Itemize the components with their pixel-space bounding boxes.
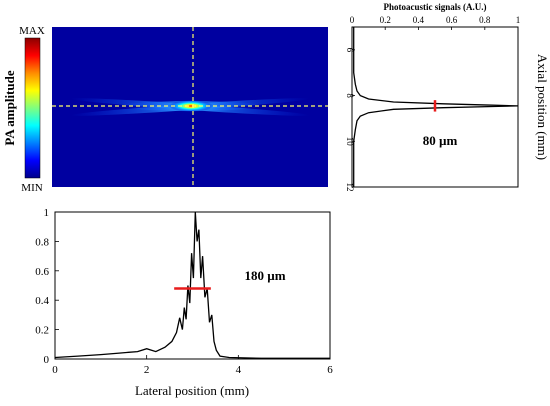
lateral-y-tick-label: 0.6 — [35, 266, 49, 278]
colorbar-max-label: MAX — [19, 25, 45, 37]
lateral-x-tick-label: 6 — [327, 364, 333, 376]
pa-image-panel — [52, 27, 328, 187]
axial-x-tick-label: 0.2 — [380, 15, 391, 25]
lateral-plot-frame — [54, 211, 331, 360]
lateral-x-tick-label: 4 — [236, 364, 242, 376]
lateral-y-tick-label: 0 — [44, 354, 50, 366]
lateral-y-tick-label: 0.4 — [35, 295, 49, 307]
lateral-x-tick-label: 0 — [52, 364, 58, 376]
axial-x-tick-label: 0.6 — [446, 15, 458, 25]
axial-y-tick-label: 6 — [345, 48, 355, 53]
axial-x-tick-label: 0.4 — [413, 15, 425, 25]
axial-y-tick-label: 12 — [345, 183, 355, 192]
colorbar-gradient — [24, 37, 41, 179]
lateral-profile-line — [54, 211, 330, 359]
colorbar: MAX MIN PA amplitude — [2, 25, 45, 194]
axial-fwhm-annotation: 80 µm — [423, 133, 458, 148]
axial-y-axis-title: Axial position (mm) — [535, 54, 550, 160]
lateral-x-tick-label: 2 — [144, 364, 150, 376]
axial-top-axis-title: Photoacustic signals (A.U.) — [384, 2, 487, 12]
colorbar-title: PA amplitude — [2, 70, 17, 145]
axial-profile-line — [353, 27, 519, 187]
lateral-y-tick-label: 0.2 — [35, 325, 49, 337]
lateral-y-tick-label: 0.8 — [35, 236, 49, 248]
lateral-y-tick-label: 1 — [44, 207, 50, 219]
focal-spot — [169, 100, 213, 112]
axial-x-tick-label: 1 — [516, 15, 521, 25]
axial-x-tick-label: 0 — [350, 15, 355, 25]
axial-x-tick-label: 0.8 — [479, 15, 491, 25]
lateral-profile-plot: Lateral position (mm) 0 2 4 6 0 0.2 0.4 0.6 0.8 1… — [35, 207, 333, 398]
axial-y-tick-label: 8 — [345, 93, 355, 98]
axial-profile-plot: Photoacustic signals (A.U.) Axial positi… — [345, 2, 550, 192]
lateral-x-axis-title: Lateral position (mm) — [135, 383, 249, 398]
colorbar-min-label: MIN — [21, 182, 42, 194]
lateral-fwhm-annotation: 180 µm — [244, 268, 285, 283]
axial-y-tick-label: 10 — [345, 137, 355, 147]
